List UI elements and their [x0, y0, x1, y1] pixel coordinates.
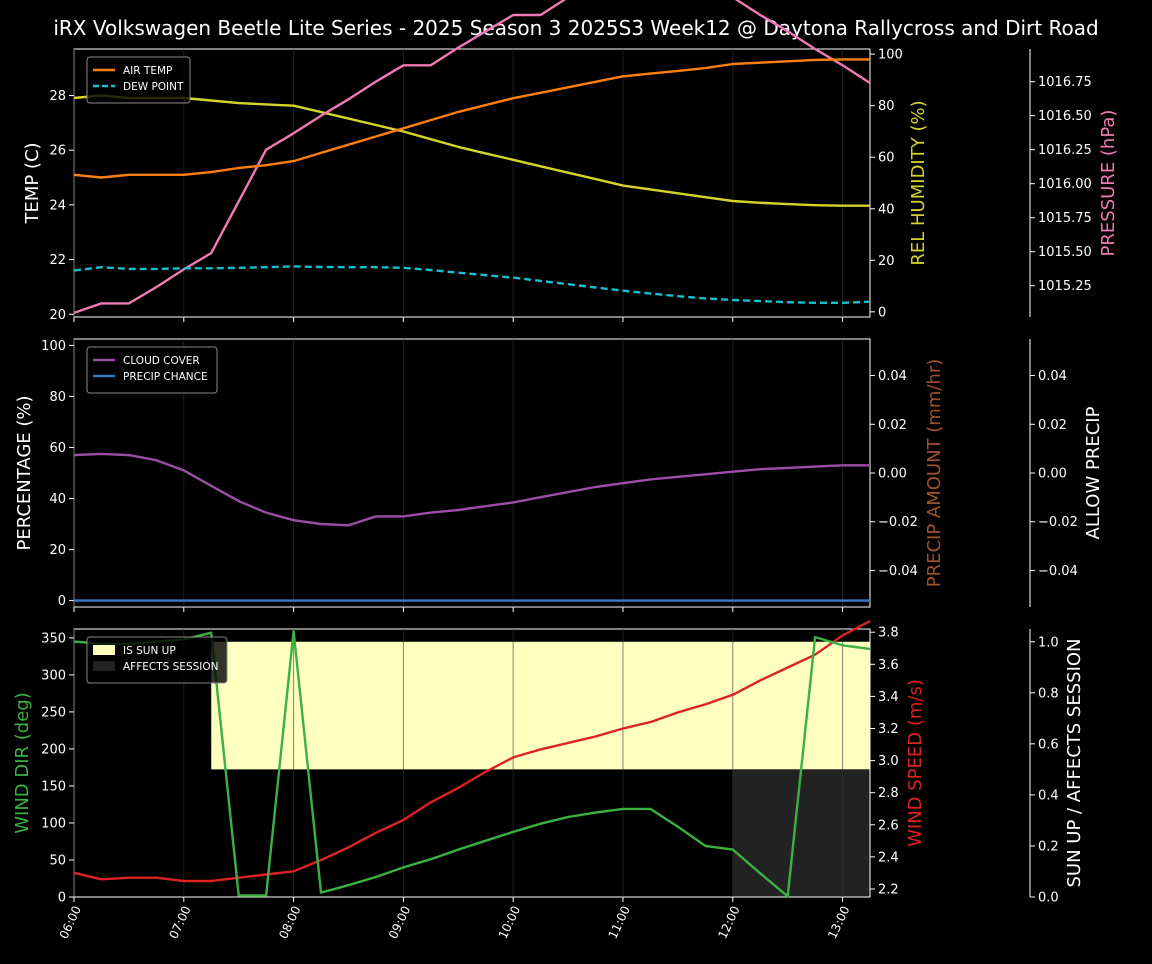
sun-up-axis-tick-label: 0.8 — [1038, 686, 1059, 701]
legend-swatch — [93, 645, 115, 655]
precip-amount-axis-tick-label: 0.02 — [878, 418, 907, 433]
legend-box-2 — [87, 347, 217, 393]
allow-precip-axis-tick-label: 0.02 — [1038, 418, 1067, 433]
temp-axis-tick-label: 28 — [49, 89, 66, 104]
humidity-axis-tick-label: 60 — [878, 151, 895, 166]
legend-label: CLOUD COVER — [123, 355, 200, 367]
precip-amount-axis-tick-label: 0.00 — [878, 467, 907, 482]
x-tick-label: 10:00 — [496, 904, 523, 941]
humidity-axis-tick-label: 80 — [878, 99, 895, 114]
air-temp-line — [74, 59, 870, 177]
percentage-axis-tick-label: 40 — [49, 492, 66, 507]
wind-dir-axis-tick-label: 300 — [41, 668, 66, 683]
pressure-axis-tick-label: 1016.00 — [1038, 177, 1092, 192]
precip-amount-axis-label: PRECIP AMOUNT (mm/hr) — [924, 359, 945, 588]
allow-precip-axis-tick-label: 0.00 — [1038, 467, 1067, 482]
temp-axis-tick-label: 24 — [49, 198, 66, 213]
humidity-axis-tick-label: 0 — [878, 305, 886, 320]
precip-amount-axis-tick-label: −0.02 — [878, 515, 918, 530]
legend-box-3 — [87, 637, 227, 683]
x-tick-label: 12:00 — [715, 904, 742, 941]
pressure-axis-tick-label: 1015.25 — [1038, 279, 1092, 294]
wind-speed-axis-tick-label: 3.6 — [878, 658, 899, 673]
wind-speed-axis-tick-label: 3.4 — [878, 690, 899, 705]
humidity-axis-tick-label: 40 — [878, 202, 895, 217]
wind-speed-axis-tick-label: 2.4 — [878, 850, 899, 865]
plot-frame-1 — [74, 49, 870, 317]
percentage-axis-tick-label: 60 — [49, 441, 66, 456]
pressure-line — [74, 0, 870, 313]
pressure-axis-tick-label: 1016.75 — [1038, 75, 1092, 90]
sun-up-axis-tick-label: 0.4 — [1038, 788, 1059, 803]
wind-dir-axis-tick-label: 150 — [41, 779, 66, 794]
temp-axis-label: TEMP (C) — [22, 142, 43, 224]
wind-speed-axis-tick-label: 3.2 — [878, 722, 899, 737]
allow-precip-axis-label: ALLOW PRECIP — [1083, 406, 1104, 539]
percentage-axis-tick-label: 20 — [49, 543, 66, 558]
wind-speed-axis-tick-label: 3.8 — [878, 626, 899, 641]
wind-dir-axis-tick-label: 100 — [41, 816, 66, 831]
percentage-axis-tick-label: 0 — [58, 594, 66, 609]
wind-dir-axis-label: WIND DIR (deg) — [12, 692, 33, 834]
wind-speed-axis-tick-label: 2.2 — [878, 882, 899, 897]
legend-label: IS SUN UP — [123, 645, 176, 657]
precip-amount-axis-tick-label: −0.04 — [878, 564, 918, 579]
wind-dir-axis-tick-label: 250 — [41, 705, 66, 720]
legend-swatch — [93, 661, 115, 671]
legend-label: AFFECTS SESSION — [123, 661, 219, 673]
wind-dir-axis-tick-label: 50 — [49, 853, 66, 868]
allow-precip-axis-tick-label: 0.04 — [1038, 369, 1067, 384]
wind-dir-axis-tick-label: 200 — [41, 742, 66, 757]
x-tick-label: 08:00 — [276, 904, 303, 941]
x-tick-label: 09:00 — [386, 904, 413, 941]
x-tick-label: 07:00 — [166, 904, 193, 941]
precip-amount-axis-tick-label: 0.04 — [878, 369, 907, 384]
sun-up-axis-tick-label: 0.6 — [1038, 737, 1059, 752]
dew-point-line — [74, 266, 870, 302]
allow-precip-axis-tick-label: −0.04 — [1038, 564, 1078, 579]
sun-up-axis-tick-label: 0.2 — [1038, 839, 1059, 854]
allow-precip-axis-tick-label: −0.02 — [1038, 515, 1078, 530]
wind-dir-axis-tick-label: 0 — [58, 891, 66, 906]
humidity-line — [74, 95, 870, 205]
humidity-axis-tick-label: 20 — [878, 254, 895, 269]
x-tick-label: 11:00 — [606, 904, 633, 941]
affects-session-area — [733, 769, 870, 897]
legend-box-1 — [87, 57, 190, 103]
temp-axis-tick-label: 26 — [49, 144, 66, 159]
wind-dir-axis-tick-label: 350 — [41, 631, 66, 646]
percentage-axis-tick-label: 100 — [41, 339, 66, 354]
pressure-axis-tick-label: 1015.75 — [1038, 211, 1092, 226]
cloud-cover-line — [74, 454, 870, 525]
temp-axis-tick-label: 20 — [49, 308, 66, 323]
legend-label: PRECIP CHANCE — [123, 371, 208, 383]
humidity-axis-label: REL HUMIDITY (%) — [908, 100, 929, 265]
wind-speed-axis-tick-label: 2.6 — [878, 818, 899, 833]
pressure-axis-tick-label: 1016.25 — [1038, 143, 1092, 158]
pressure-axis-label: PRESSURE (hPa) — [1098, 110, 1119, 257]
pressure-axis-tick-label: 1015.50 — [1038, 245, 1092, 260]
sun-up-axis-tick-label: 1.0 — [1038, 635, 1059, 650]
percentage-axis-label: PERCENTAGE (%) — [14, 395, 35, 550]
chart-title: iRX Volkswagen Beetle Lite Series - 2025… — [53, 16, 1098, 40]
legend-label: DEW POINT — [123, 81, 184, 93]
pressure-axis-tick-label: 1016.50 — [1038, 109, 1092, 124]
wind-speed-axis-tick-label: 2.8 — [878, 786, 899, 801]
temp-axis-tick-label: 22 — [49, 253, 66, 268]
percentage-axis-tick-label: 80 — [49, 390, 66, 405]
sun-up-axis-tick-label: 0.0 — [1038, 891, 1059, 906]
x-tick-label: 06:00 — [57, 904, 84, 941]
x-tick-label: 13:00 — [825, 904, 852, 941]
sun-up-axis-label: SUN UP / AFFECTS SESSION — [1064, 638, 1085, 887]
wind-speed-axis-tick-label: 3.0 — [878, 754, 899, 769]
legend-label: AIR TEMP — [123, 65, 172, 77]
wind-speed-axis-label: WIND SPEED (m/s) — [905, 679, 926, 847]
humidity-axis-tick-label: 100 — [878, 48, 903, 63]
